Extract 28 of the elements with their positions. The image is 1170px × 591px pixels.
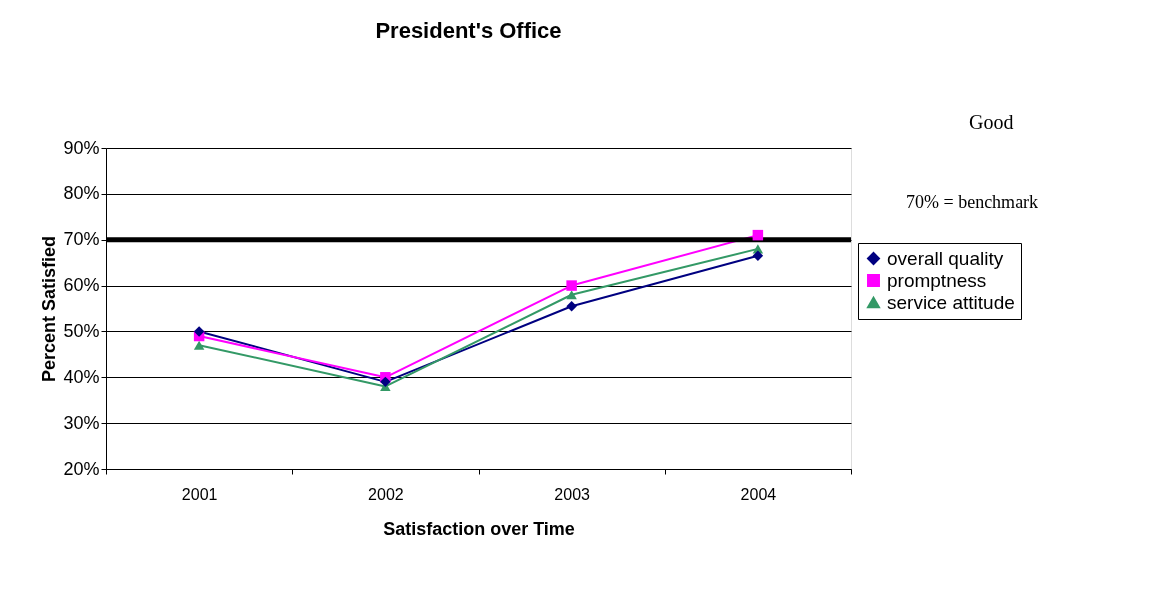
point <box>193 340 205 350</box>
legend-label: promptness <box>887 269 987 291</box>
point <box>566 280 577 291</box>
x-tick-label: 2001 <box>181 485 218 503</box>
chart-title: President's Office <box>375 18 562 43</box>
text: 70% = benchmark <box>906 192 1039 212</box>
y-tick-label: 20% <box>63 458 100 479</box>
point <box>193 326 205 337</box>
text: Good <box>969 111 1014 133</box>
point <box>752 250 764 262</box>
y-axis-title: Percent Satisfied <box>39 235 60 383</box>
legend-label: service attitude <box>887 291 1015 313</box>
y-tick-label: 50% <box>63 320 100 341</box>
x-tick-label: 2004 <box>740 485 777 503</box>
point <box>752 229 764 241</box>
x-axis-title: Satisfaction over Time <box>383 518 575 539</box>
point <box>566 300 577 312</box>
y-tick-label: 80% <box>63 183 100 204</box>
y-tick-label: 70% <box>63 229 100 250</box>
point <box>380 376 391 388</box>
legend-label: overall quality <box>887 247 1004 269</box>
y-tick-label: 40% <box>63 366 100 387</box>
x-tick-label: 2003 <box>554 485 591 503</box>
point <box>566 290 577 300</box>
y-tick-label: 90% <box>63 137 100 158</box>
y-tick-label: 60% <box>63 275 100 296</box>
y-tick-label: 30% <box>63 412 100 433</box>
x-tick-label: 2002 <box>368 485 404 503</box>
